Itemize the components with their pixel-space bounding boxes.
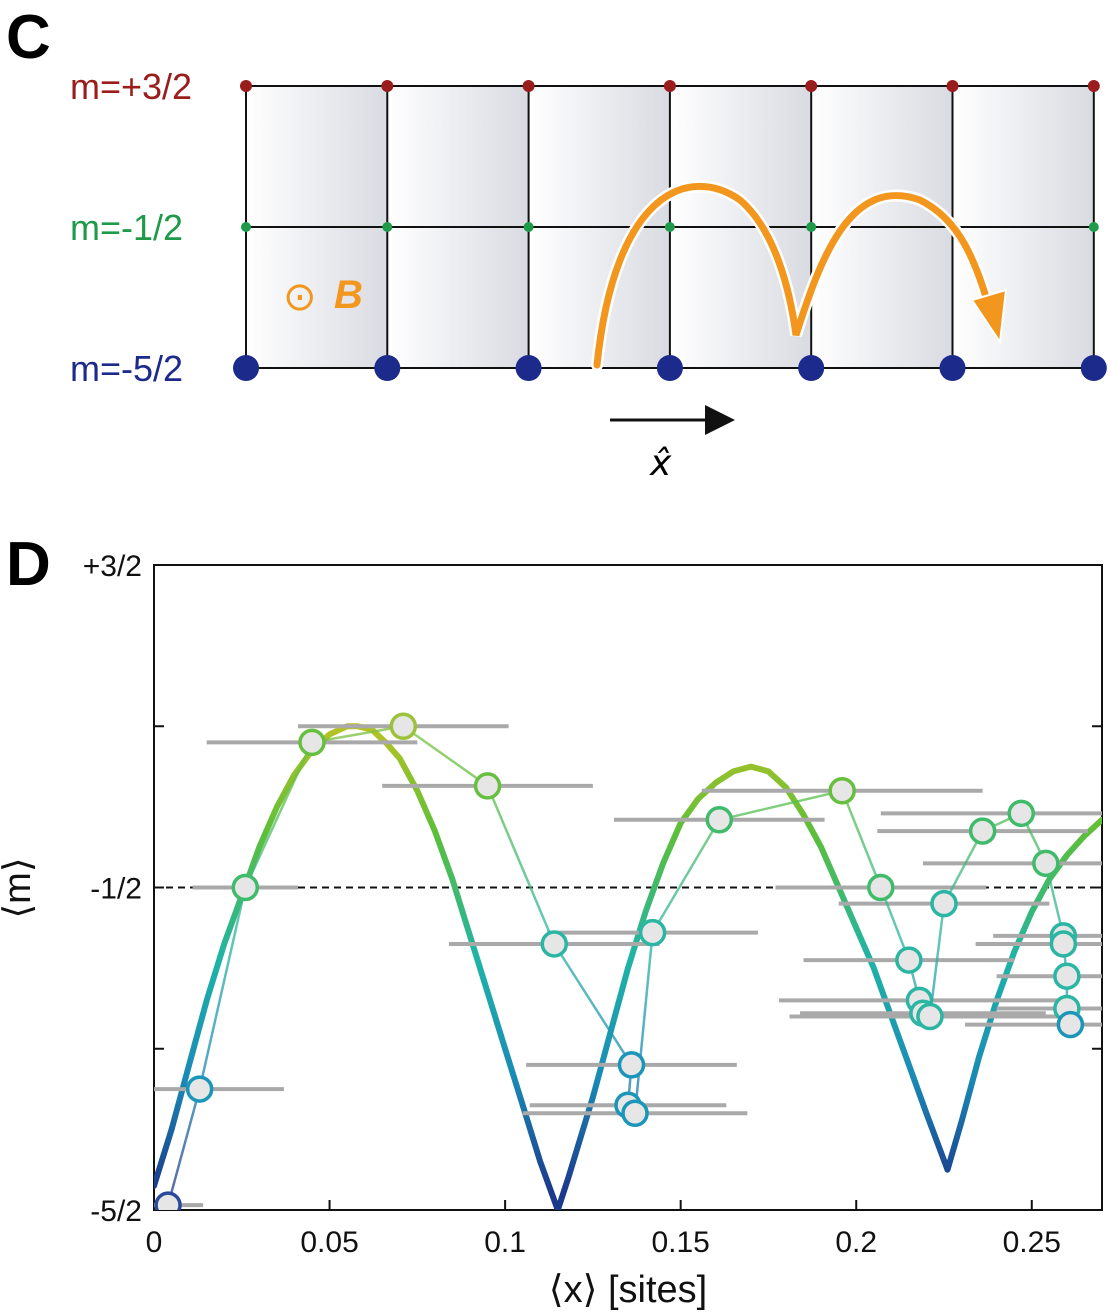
site-top [522, 80, 535, 92]
x-direction-indicator: x̂ [610, 405, 735, 484]
data-point [389, 712, 418, 740]
lattice-cell [387, 227, 529, 368]
lattice-cell [952, 227, 1094, 368]
data-point [968, 817, 997, 845]
lattice-cells [246, 86, 1094, 368]
data-point [298, 728, 326, 757]
x-axis-label: ⟨x⟩ [sites] [549, 1269, 707, 1311]
lattice-cell [387, 86, 529, 227]
level-label-top: m=+3/2 [70, 66, 192, 107]
x-tick-labels: 0 0.05 0.1 0.15 0.2 0.25 [146, 1226, 1061, 1259]
data-point [617, 1051, 646, 1079]
data-point [185, 1075, 214, 1103]
site-middle [523, 222, 534, 232]
x-tick-label: 0.05 [300, 1226, 358, 1259]
data-point [1032, 849, 1060, 878]
trajectory-path [593, 183, 994, 369]
lattice [233, 80, 1107, 381]
x-tick-label: 0.2 [835, 1226, 877, 1259]
level-label-bottom: m=-5/2 [70, 348, 183, 389]
data-point [1053, 962, 1081, 990]
data-point [916, 1002, 944, 1031]
y-axis-label: ⟨m⟩ [0, 857, 39, 918]
lattice-cell [952, 86, 1094, 227]
x-hat-label: x̂ [649, 443, 672, 484]
x-tick-label: 0.15 [651, 1226, 709, 1259]
data-point [930, 889, 958, 918]
measured-markers [154, 712, 1085, 1210]
data-point [621, 1099, 649, 1127]
site-middle [806, 222, 817, 232]
chart: +3/2 -1/2 -5/2 0 0.05 0.1 0.15 0.2 0.25 ⟨x⟩ [si… [0, 550, 1103, 1311]
site-top [663, 80, 676, 92]
data-point [705, 806, 734, 834]
site-middle [382, 222, 393, 232]
x-tick-label: 0.1 [484, 1226, 526, 1259]
site-top [381, 80, 394, 92]
site-top [1087, 80, 1100, 92]
site-bottom [515, 355, 542, 381]
site-top [805, 80, 818, 92]
data-point [895, 946, 923, 974]
lattice-cell [246, 86, 388, 227]
lattice-cell [528, 86, 670, 227]
site-middle [664, 222, 675, 232]
panel-d-letter: D [6, 530, 51, 599]
error-bars [154, 724, 1102, 1208]
data-point [473, 772, 502, 800]
site-bottom [939, 355, 966, 381]
y-tick-label: -1/2 [90, 873, 142, 906]
y-tick-label: -5/2 [90, 1195, 142, 1228]
lattice-sites [233, 80, 1107, 381]
data-point [231, 873, 260, 902]
panel-c-letter: C [6, 3, 51, 72]
data-point [638, 918, 667, 947]
site-bottom [1080, 355, 1107, 381]
data-point [867, 873, 895, 902]
trajectory-arrow [591, 180, 1008, 371]
x-tick-label: 0 [146, 1226, 163, 1259]
data-point [540, 930, 569, 958]
field-out-of-plane-icon: ⊙ [283, 274, 317, 320]
y-tick-labels: +3/2 -1/2 -5/2 [83, 550, 142, 1228]
field-label: B [334, 273, 363, 317]
x-tick-label: 0.25 [1003, 1226, 1061, 1259]
data-point [1049, 930, 1078, 958]
site-middle [241, 222, 251, 232]
y-tick-label: +3/2 [83, 550, 142, 583]
lattice-cell [246, 227, 388, 368]
site-bottom [374, 355, 401, 381]
theory-curve [154, 723, 1102, 1210]
site-bottom [798, 355, 825, 381]
data-point [1007, 799, 1035, 828]
site-middle [1088, 222, 1099, 232]
magnetic-field-indicator: ⊙ B [283, 273, 363, 320]
site-bottom [656, 355, 683, 381]
trajectory-arrowhead [970, 288, 1008, 345]
level-label-middle: m=-1/2 [70, 207, 183, 248]
data-point [1056, 1010, 1085, 1039]
data-point [828, 777, 856, 805]
site-top [240, 80, 252, 92]
data-point [154, 1191, 182, 1210]
site-top [946, 80, 959, 92]
site-bottom [233, 355, 259, 381]
